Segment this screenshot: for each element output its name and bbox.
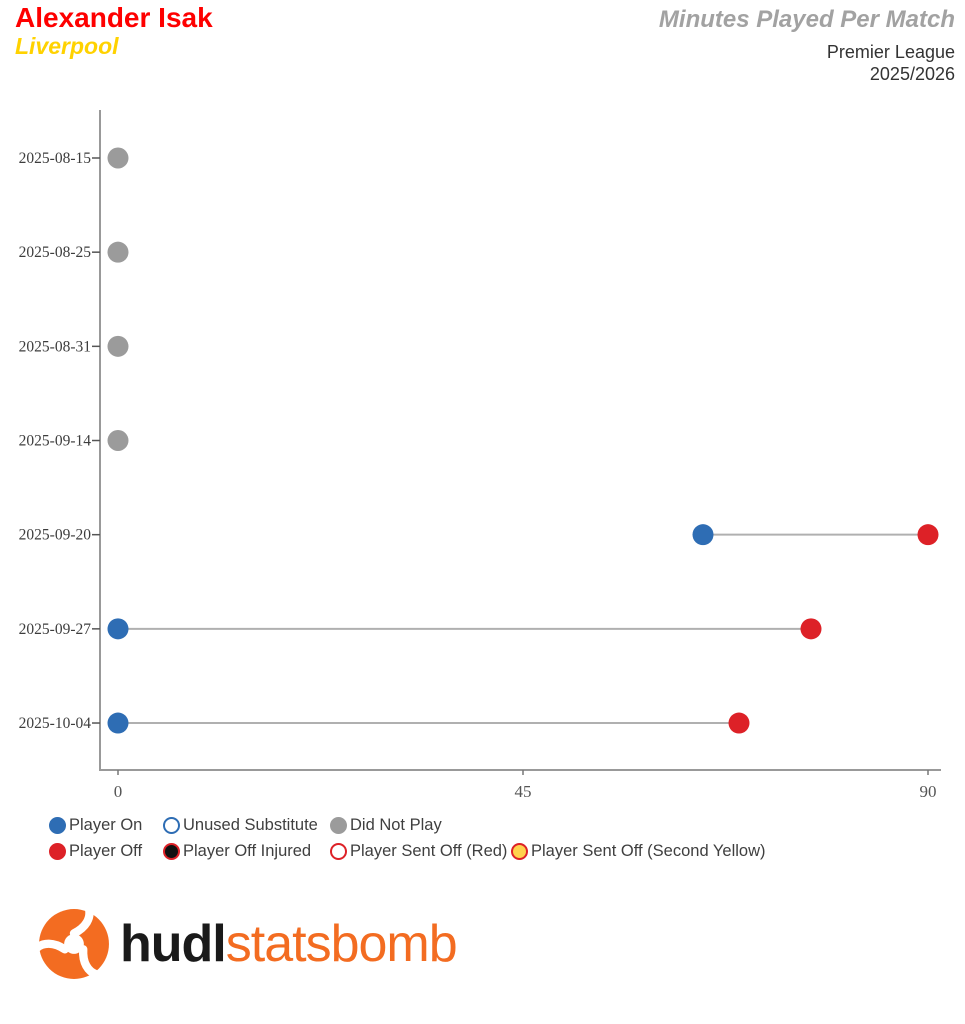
competition-label: Premier League xyxy=(826,42,955,62)
player-name: Alexander Isak xyxy=(15,2,213,33)
legend-label: Did Not Play xyxy=(350,816,442,834)
legend-item: Player Sent Off (Red) xyxy=(330,842,511,860)
player-off-marker xyxy=(800,618,822,640)
chart-legend: Player On Unused Substitute Did Not Play Pl… xyxy=(49,816,949,872)
legend-label: Player On xyxy=(69,816,143,834)
legend-label: Player Sent Off (Red) xyxy=(350,842,508,860)
x-tick-label: 0 xyxy=(114,782,123,801)
legend-item: Player Off xyxy=(49,842,163,860)
legend-row: Player Off Player Off Injured Player Sent … xyxy=(49,842,949,860)
player-sent-off-second-yellow-marker xyxy=(511,842,528,860)
legend-item: Player On xyxy=(49,816,163,834)
player-on-marker xyxy=(49,816,66,834)
did-not-play-marker xyxy=(107,335,129,357)
unused-substitute-marker xyxy=(163,816,180,834)
did-not-play-marker xyxy=(330,816,347,834)
player-off-marker xyxy=(917,524,939,546)
did-not-play-marker xyxy=(107,147,129,169)
legend-label: Player Sent Off (Second Yellow) xyxy=(531,842,766,860)
match-date-label: 2025-09-14 xyxy=(19,433,92,450)
legend-label: Player Off xyxy=(69,842,143,860)
brand-hudl: hudl xyxy=(120,915,227,973)
team-name: Liverpool xyxy=(15,33,119,59)
legend-item: Player Off Injured xyxy=(163,842,330,860)
did-not-play-marker xyxy=(107,241,129,263)
hudl-logo-icon xyxy=(36,906,109,979)
match-date-label: 2025-09-20 xyxy=(19,527,92,544)
player-off-injured-marker xyxy=(163,842,180,860)
legend-label: Player Off Injured xyxy=(183,842,312,860)
match-date-label: 2025-10-04 xyxy=(19,715,92,732)
hudl-statsbomb-logo: hudlstatsbomb xyxy=(36,902,458,986)
brand-statsbomb: statsbomb xyxy=(225,915,458,973)
legend-item: Unused Substitute xyxy=(163,816,330,834)
x-tick-label: 45 xyxy=(515,782,532,801)
player-off-marker xyxy=(728,712,750,734)
match-date-label: 2025-08-31 xyxy=(19,338,91,355)
match-date-label: 2025-08-25 xyxy=(19,244,92,261)
player-on-marker xyxy=(107,712,129,734)
player-on-marker xyxy=(107,618,129,640)
match-date-label: 2025-08-15 xyxy=(19,150,92,167)
legend-label: Unused Substitute xyxy=(183,816,318,834)
legend-row: Player On Unused Substitute Did Not Play xyxy=(49,816,949,834)
legend-item: Did Not Play xyxy=(330,816,530,834)
match-date-label: 2025-09-27 xyxy=(19,621,92,638)
player-sent-off-red-marker xyxy=(330,842,347,860)
player-on-marker xyxy=(692,524,714,546)
legend-item: Player Sent Off (Second Yellow) xyxy=(511,842,841,860)
chart-title: Minutes Played Per Match xyxy=(658,6,955,33)
minutes-chart: 0 45 90 2025-08-15 2025-08-25 2025-08-31 2025-… xyxy=(19,110,941,801)
player-off-marker xyxy=(49,842,66,860)
did-not-play-marker xyxy=(107,430,129,452)
x-tick-label: 90 xyxy=(920,782,937,801)
season-label: 2025/2026 xyxy=(869,64,955,84)
brand-wordmark: hudlstatsbomb xyxy=(120,906,458,982)
